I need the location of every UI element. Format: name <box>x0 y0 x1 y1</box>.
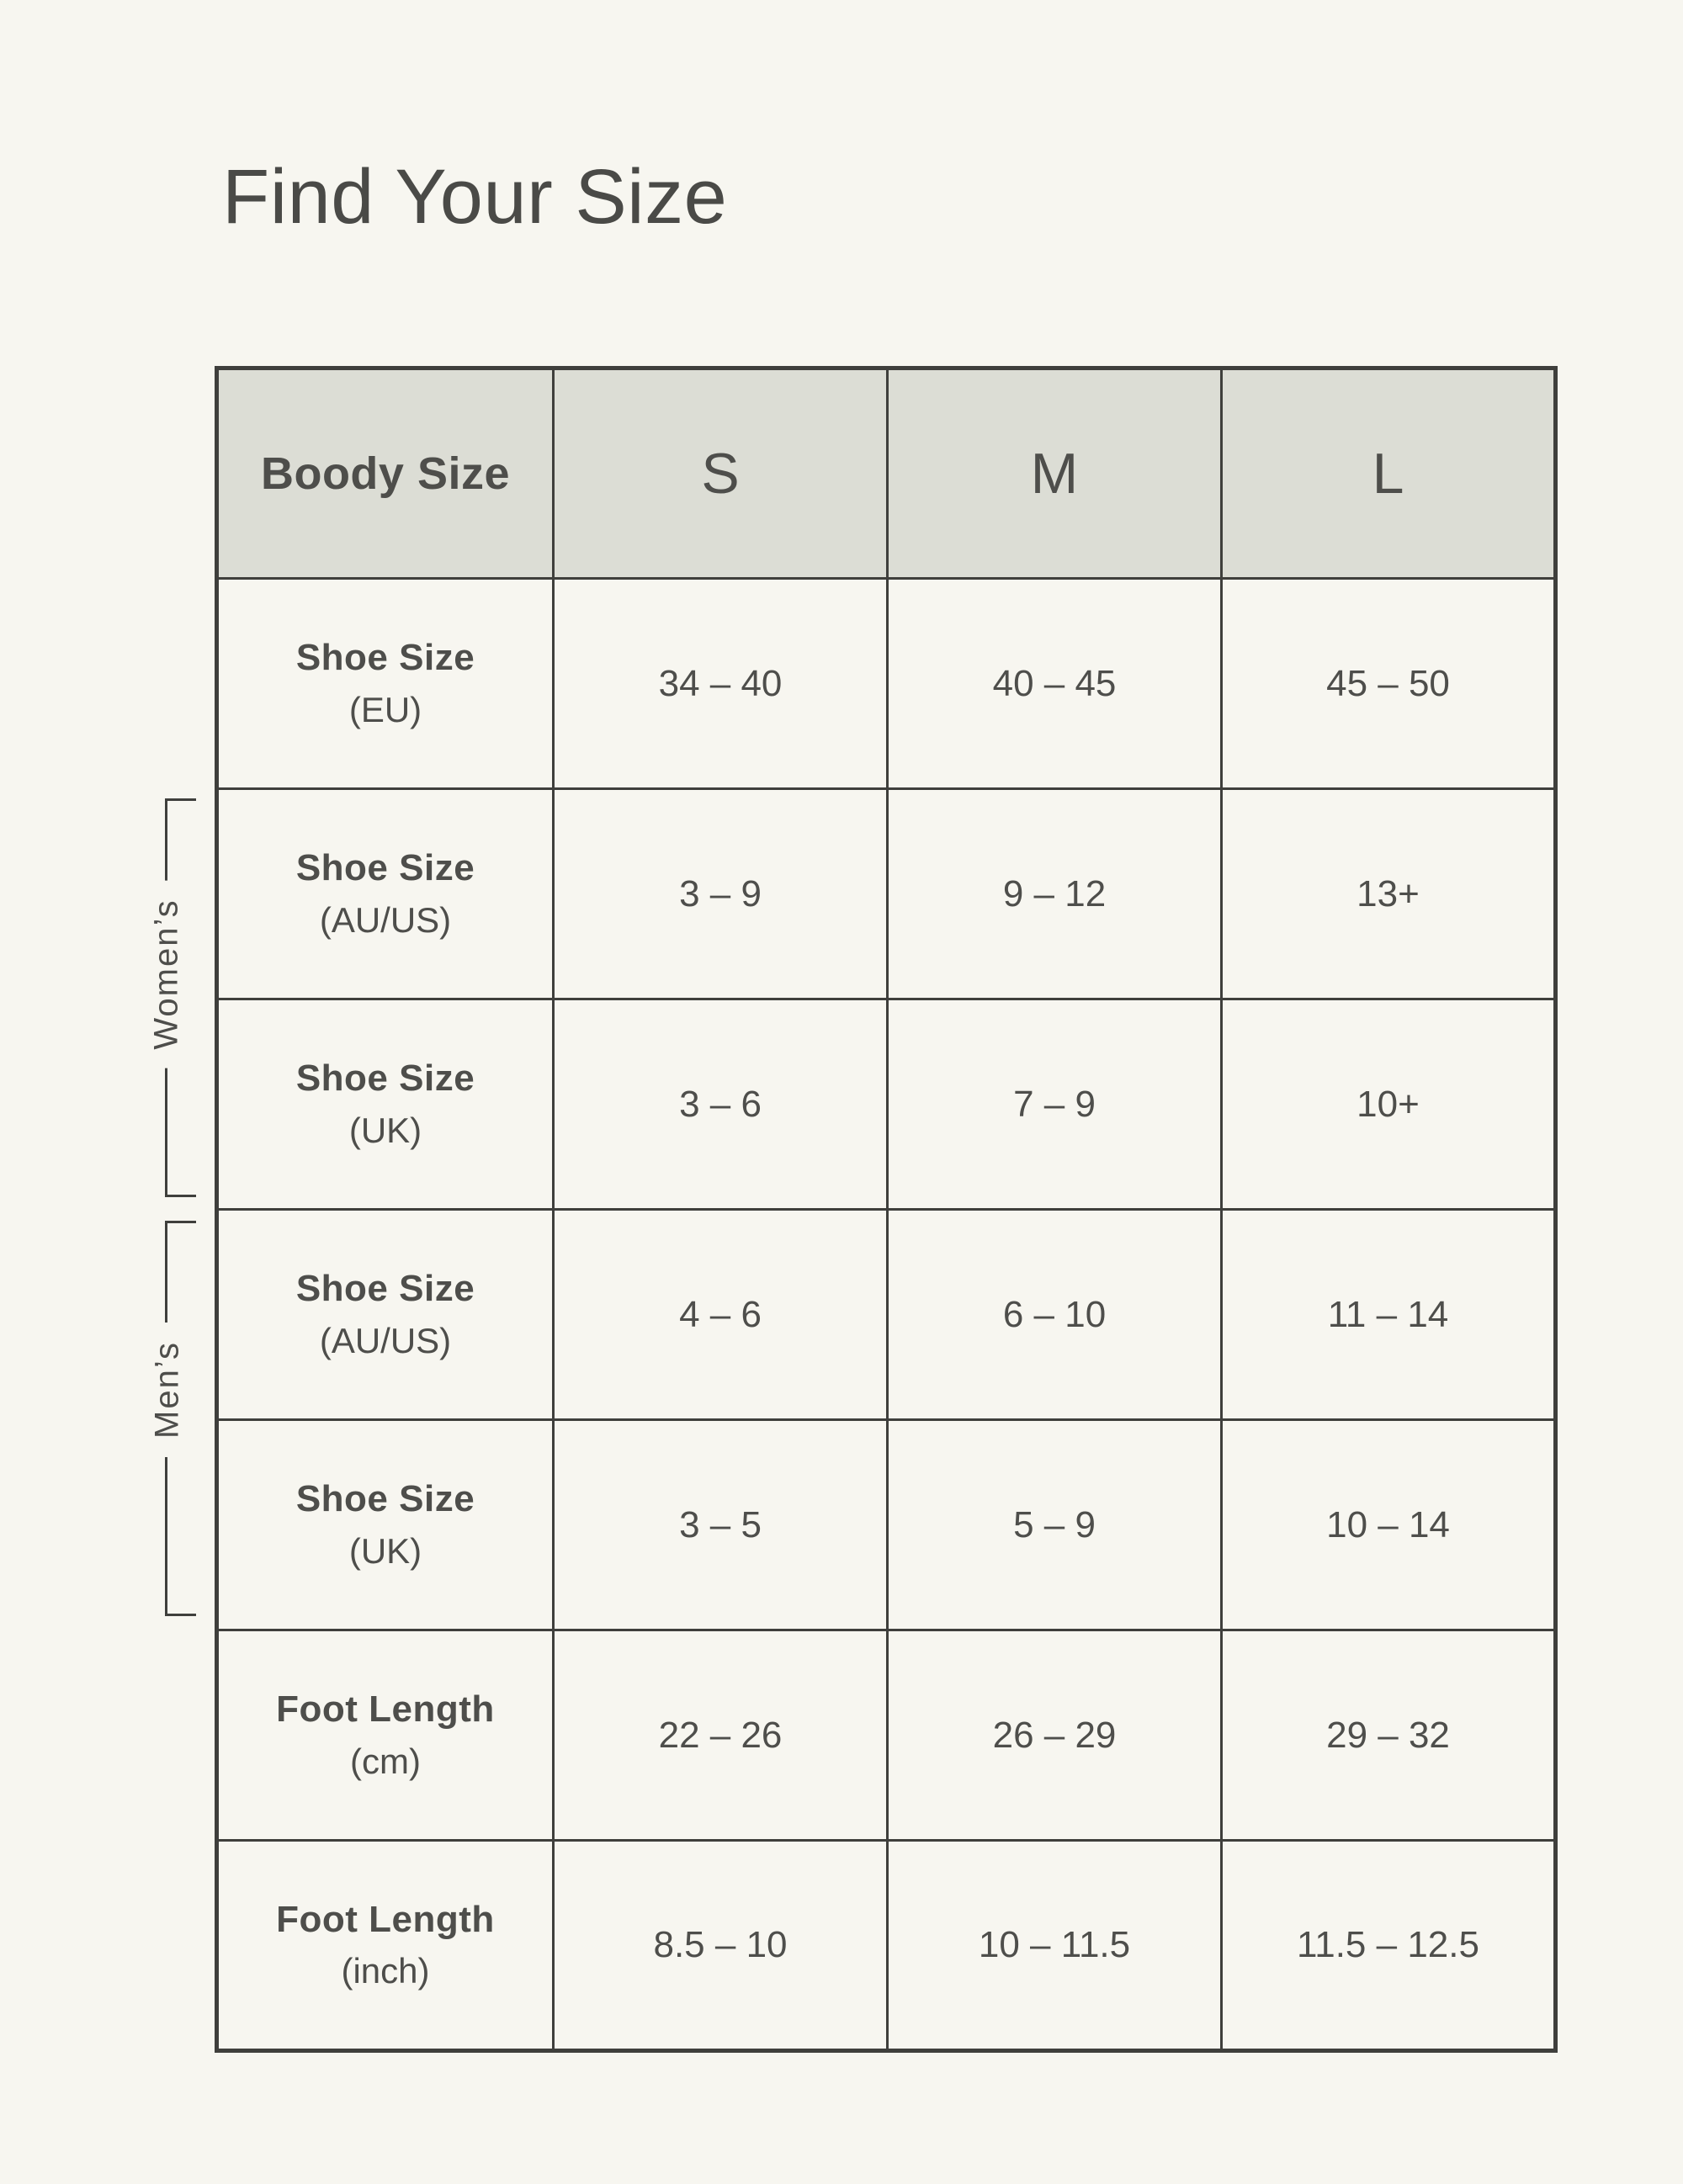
cell-womens-uk-s: 3 – 6 <box>552 998 889 1211</box>
header-size-m: M <box>886 367 1223 580</box>
row-label-title: Foot Length <box>276 1688 495 1731</box>
cell-foot-inch-l: 11.5 – 12.5 <box>1220 1839 1557 2052</box>
cell-shoe-eu-l: 45 – 50 <box>1220 577 1557 790</box>
row-label-foot-inch: Foot Length (inch) <box>215 1839 555 2052</box>
size-chart-table: Boody Size S M L Shoe Size (EU) 34 – 40 … <box>215 366 1558 2053</box>
row-label-womens-uk: Shoe Size (UK) <box>215 998 555 1211</box>
row-label-title: Shoe Size <box>295 637 475 679</box>
table-row-mens-uk: Shoe Size (UK) 3 – 5 5 – 9 10 – 14 <box>215 1418 1557 1631</box>
row-label-womens-auus: Shoe Size (AU/US) <box>215 787 555 1000</box>
cell-womens-auus-s: 3 – 9 <box>552 787 889 1000</box>
row-label-title: Foot Length <box>276 1898 495 1940</box>
table-row-mens-auus: Shoe Size (AU/US) 4 – 6 6 – 10 11 – 14 <box>215 1208 1557 1421</box>
mens-group-label: Men’s <box>146 1323 188 1457</box>
cell-shoe-eu-s: 34 – 40 <box>552 577 889 790</box>
table-header-row: Boody Size S M L <box>215 367 1557 580</box>
cell-womens-auus-l: 13+ <box>1220 787 1557 1000</box>
womens-group-label: Women’s <box>146 880 188 1068</box>
cell-foot-cm-l: 29 – 32 <box>1220 1629 1557 1842</box>
row-label-unit: (inch) <box>341 1951 430 1991</box>
table-row-shoe-eu: Shoe Size (EU) 34 – 40 40 – 45 45 – 50 <box>215 577 1557 790</box>
row-label-title: Shoe Size <box>295 1478 475 1520</box>
cell-mens-uk-s: 3 – 5 <box>552 1418 889 1631</box>
row-label-title: Shoe Size <box>295 1058 475 1100</box>
row-label-mens-auus: Shoe Size (AU/US) <box>215 1208 555 1421</box>
table-row-womens-uk: Shoe Size (UK) 3 – 6 7 – 9 10+ <box>215 998 1557 1211</box>
cell-mens-auus-l: 11 – 14 <box>1220 1208 1557 1421</box>
row-label-mens-uk: Shoe Size (UK) <box>215 1418 555 1631</box>
row-label-shoe-eu: Shoe Size (EU) <box>215 577 555 790</box>
cell-foot-inch-m: 10 – 11.5 <box>886 1839 1223 2052</box>
table-row-foot-inch: Foot Length (inch) 8.5 – 10 10 – 11.5 11… <box>215 1839 1557 2052</box>
row-label-foot-cm: Foot Length (cm) <box>215 1629 555 1842</box>
page-title: Find Your Size <box>222 154 728 240</box>
cell-foot-cm-m: 26 – 29 <box>886 1629 1223 1842</box>
row-label-unit: (UK) <box>348 1530 422 1571</box>
cell-mens-uk-l: 10 – 14 <box>1220 1418 1557 1631</box>
cell-womens-uk-m: 7 – 9 <box>886 998 1223 1211</box>
table-row-womens-auus: Shoe Size (AU/US) 3 – 9 9 – 12 13+ <box>215 787 1557 1000</box>
cell-mens-auus-m: 6 – 10 <box>886 1208 1223 1421</box>
cell-womens-uk-l: 10+ <box>1220 998 1557 1211</box>
header-size-l: L <box>1220 367 1557 580</box>
cell-mens-uk-m: 5 – 9 <box>886 1418 1223 1631</box>
table-row-foot-cm: Foot Length (cm) 22 – 26 26 – 29 29 – 32 <box>215 1629 1557 1842</box>
row-label-unit: (AU/US) <box>319 899 452 940</box>
cell-shoe-eu-m: 40 – 45 <box>886 577 1223 790</box>
header-boody-size: Boody Size <box>215 367 555 580</box>
row-label-unit: (AU/US) <box>319 1320 452 1360</box>
cell-foot-cm-s: 22 – 26 <box>552 1629 889 1842</box>
row-label-unit: (cm) <box>350 1741 421 1781</box>
row-label-unit: (EU) <box>348 689 422 729</box>
header-size-s: S <box>552 367 889 580</box>
row-label-title: Shoe Size <box>295 847 475 889</box>
row-label-title: Shoe Size <box>295 1268 475 1310</box>
cell-foot-inch-s: 8.5 – 10 <box>552 1839 889 2052</box>
cell-mens-auus-s: 4 – 6 <box>552 1208 889 1421</box>
cell-womens-auus-m: 9 – 12 <box>886 787 1223 1000</box>
row-label-unit: (UK) <box>348 1110 422 1150</box>
